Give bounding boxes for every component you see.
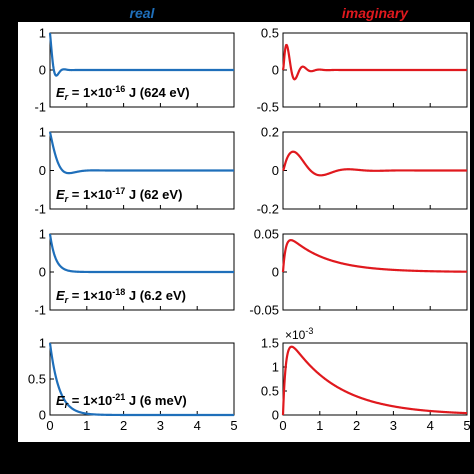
energy-mid: = 1×10	[68, 85, 112, 100]
y-tick-label: 0	[39, 63, 46, 78]
y-tick-label: -1	[34, 303, 46, 318]
column-title-real: real	[130, 5, 156, 21]
energy-symbol: E	[56, 85, 65, 100]
y-tick-label: 0	[272, 408, 279, 423]
x-tick-label: 0	[46, 418, 53, 433]
y-tick-label: 1	[39, 125, 46, 140]
energy-label: Er = 1×10-17 J (62 eV)	[56, 186, 182, 204]
energy-symbol: E	[56, 393, 65, 408]
y-tick-label: 0.5	[28, 372, 46, 387]
x-tick-label: 4	[427, 418, 434, 433]
series-line-imaginary	[281, 239, 467, 273]
panel-frame	[49, 342, 235, 416]
panel-real-row-2: -1 0 1	[34, 125, 235, 217]
energy-label: Er = 1×10-18 J (6.2 eV)	[56, 287, 186, 305]
series-line-real	[48, 233, 234, 274]
energy-suffix: J (6.2 eV)	[125, 288, 186, 303]
panel-imag-row-1: -0.5 0 0.5	[257, 26, 468, 115]
y-tick-label: 0	[39, 408, 46, 423]
x-tick-label: 1	[83, 418, 90, 433]
column-title-imaginary: imaginary	[342, 5, 409, 21]
x-tick-label: 2	[353, 418, 360, 433]
energy-suffix: J (624 eV)	[125, 85, 189, 100]
x-tick-label: 3	[390, 418, 397, 433]
energy-symbol: E	[56, 187, 65, 202]
x-multiplier-exponent: -10	[212, 451, 225, 461]
energy-subscript: r	[65, 400, 69, 410]
y-tick-label: 0	[272, 265, 279, 280]
panel-imag-row-3: -0.05 0 0.05	[249, 227, 468, 318]
y-tick-label: 1	[272, 360, 279, 375]
energy-subscript: r	[65, 92, 69, 102]
y-tick-label: 0	[39, 265, 46, 280]
x-tick-label: 5	[463, 418, 470, 433]
x-tick-label: 1	[316, 418, 323, 433]
x-tick-label: 5	[230, 418, 237, 433]
y-multiplier-exponent: -3	[305, 326, 313, 336]
y-tick-label: 0	[272, 63, 279, 78]
panel-imag-row-2: -0.2 0 0.2	[257, 125, 468, 217]
energy-symbol: E	[56, 288, 65, 303]
energy-suffix: J (6 meV)	[125, 393, 186, 408]
y-tick-label: -0.05	[249, 303, 279, 318]
y-tick-label: 0.2	[261, 125, 279, 140]
y-tick-label: 0.05	[254, 227, 279, 242]
panel-real-row-3: -1 0 1	[34, 227, 235, 318]
x-tick-label: 0	[279, 418, 286, 433]
y-tick-label: 1	[39, 26, 46, 41]
y-tick-label: 0.5	[261, 384, 279, 399]
energy-mid: = 1×10	[68, 187, 112, 202]
y-tick-label: -1	[34, 202, 46, 217]
energy-subscript: r	[65, 295, 69, 305]
series-line-imaginary	[282, 150, 467, 177]
y-tick-label: -0.5	[257, 100, 279, 115]
energy-exponent: -18	[112, 287, 125, 297]
panel-imag-row-4: 00.511.50 1 2 3 4 5×10-3	[261, 326, 471, 433]
energy-suffix: J (62 eV)	[125, 187, 182, 202]
y-tick-label: -1	[34, 100, 46, 115]
y-tick-label: 0	[39, 163, 46, 178]
series-line-imaginary	[281, 43, 467, 81]
energy-exponent: -21	[112, 392, 125, 402]
x-tick-label: 3	[157, 418, 164, 433]
y-tick-label: 1	[39, 336, 46, 351]
x-multiplier-exponent: -10	[445, 451, 458, 461]
series-line-real	[48, 131, 234, 175]
energy-exponent: -16	[112, 84, 125, 94]
panel-real-row-1: -1 0 1	[34, 26, 235, 115]
y-tick-label: -0.2	[257, 202, 279, 217]
energy-subscript: r	[65, 194, 69, 204]
series-line-real	[48, 32, 234, 77]
x-tick-label: 4	[194, 418, 201, 433]
energy-mid: = 1×10	[68, 288, 112, 303]
x-tick-label: 2	[120, 418, 127, 433]
y-tick-label: 1	[39, 227, 46, 242]
energy-exponent: -17	[112, 186, 125, 196]
energy-label: Er = 1×10-16 J (624 eV)	[56, 84, 190, 102]
panel-real-row-4: 0 0.5 1 0 1 2 3 4 5	[28, 336, 238, 434]
panel-frame	[282, 342, 468, 416]
energy-label: Er = 1×10-21 J (6 meV)	[56, 392, 187, 410]
y-tick-label: 0	[272, 163, 279, 178]
series-line-imaginary	[281, 345, 468, 416]
y-tick-label: 1.5	[261, 336, 279, 351]
energy-mid: = 1×10	[68, 393, 112, 408]
y-tick-label: 0.5	[261, 26, 279, 41]
series-line-real	[48, 342, 234, 417]
